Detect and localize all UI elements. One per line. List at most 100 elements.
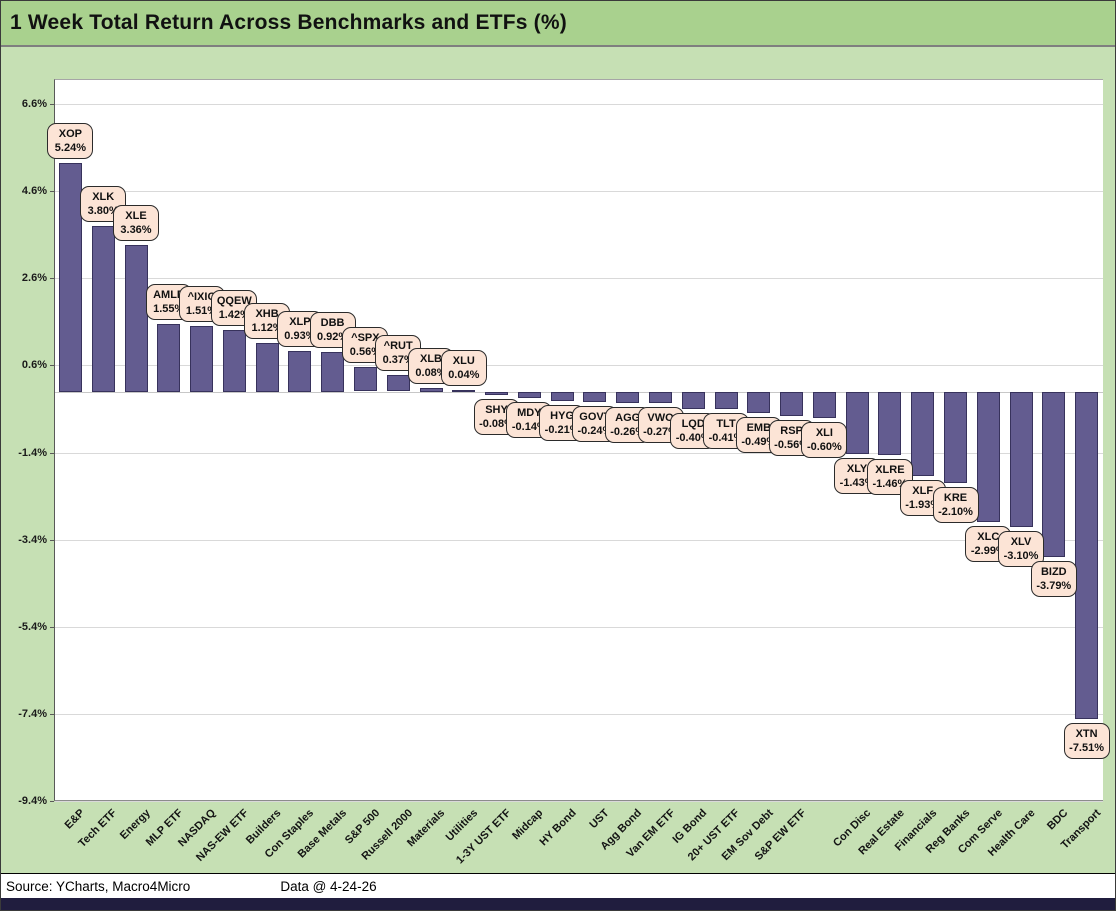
- callout-ticker: AGG: [615, 411, 641, 424]
- bar: [649, 391, 672, 404]
- callout-value: 1.42%: [218, 308, 250, 321]
- callout-value: -0.40%: [675, 432, 711, 444]
- callout-ticker: AMLP: [153, 289, 185, 301]
- gridline: [55, 713, 1103, 715]
- callout-value: -0.24%: [577, 425, 613, 437]
- y-axis-tick-mark: [50, 626, 54, 628]
- callout-ticker: XLE: [125, 210, 147, 223]
- gridline: [55, 104, 1103, 105]
- callout-ticker: QQEW: [216, 294, 252, 307]
- callout-value: -3.79%: [1036, 579, 1072, 592]
- callout-value: -1.93%: [905, 498, 941, 511]
- callout-value: 0.56%: [349, 346, 381, 359]
- callout-ticker: ^SPX: [351, 332, 380, 345]
- bar: [812, 391, 836, 418]
- callout-ticker: XLC: [977, 530, 1000, 543]
- callout-ticker: XLU: [452, 354, 475, 367]
- bar: [714, 391, 738, 410]
- callout-ticker: DBB: [320, 316, 345, 329]
- callout-ticker: GOVT: [579, 411, 611, 423]
- callout-value: -0.26%: [610, 425, 646, 438]
- footer-source: Source: YCharts, Macro4Micro: [6, 878, 191, 894]
- callout-ticker: ^RUT: [383, 340, 413, 353]
- footer-date: Data @ 4-24-26: [280, 878, 377, 894]
- callout-ticker: XLP: [289, 316, 311, 328]
- data-label-callout: XLK 3.80%: [80, 186, 127, 222]
- callout-value: 0.93%: [284, 330, 316, 342]
- y-axis-tick-mark: [50, 452, 54, 454]
- callout-value: -0.49%: [741, 435, 777, 448]
- footer: Source: YCharts, Macro4Micro Data @ 4-24…: [1, 873, 1115, 898]
- bar: [550, 391, 574, 401]
- bar: [190, 325, 213, 392]
- data-label-callout: KRE -2.10%: [932, 487, 979, 523]
- gridline: [55, 278, 1103, 280]
- callout-ticker: XLV: [1010, 535, 1032, 548]
- callout-ticker: HYG: [550, 409, 575, 422]
- callout-ticker: XOP: [58, 128, 82, 141]
- x-axis-category-label: E&P: [62, 807, 87, 832]
- bottom-bar: [1, 898, 1115, 910]
- bar: [517, 391, 541, 398]
- callout-value: -0.41%: [708, 432, 744, 445]
- bar: [976, 391, 1000, 522]
- y-axis-tick-mark: [50, 191, 54, 193]
- bar: [616, 391, 640, 403]
- bar: [386, 375, 410, 392]
- callout-value: -0.60%: [806, 440, 842, 453]
- y-axis-tick-mark: [50, 801, 54, 802]
- callout-ticker: BIZD: [1040, 565, 1067, 578]
- callout-value: -3.10%: [1003, 549, 1039, 562]
- data-label-callout: XTN -7.51%: [1063, 722, 1110, 759]
- bar: [944, 391, 967, 483]
- y-axis-tick-mark: [50, 539, 54, 541]
- callout-value: -7.51%: [1069, 741, 1105, 754]
- y-axis-tick-mark: [50, 278, 54, 280]
- zero-axis-line: [55, 391, 1103, 393]
- bar: [747, 391, 771, 413]
- y-axis-tick-mark: [50, 365, 54, 367]
- data-label-callout: XLI -0.60%: [801, 421, 848, 458]
- y-axis-tick-label: 2.6%: [21, 272, 47, 285]
- gridline: [55, 626, 1103, 628]
- bar: [911, 391, 935, 476]
- y-axis-tick-label: -3.4%: [18, 533, 47, 546]
- bar: [58, 163, 82, 392]
- callout-ticker: ^IXIC: [187, 290, 216, 303]
- callout-ticker: XLB: [420, 353, 442, 366]
- callout-ticker: XTN: [1075, 727, 1098, 740]
- callout-value: -0.14%: [511, 420, 547, 433]
- gridline: [55, 801, 1103, 802]
- x-axis-category-label: BDC: [1044, 807, 1071, 833]
- data-label-callout: XLU 0.04%: [440, 349, 487, 386]
- y-axis-tick-mark: [50, 104, 54, 105]
- bar: [452, 389, 476, 392]
- bar: [255, 342, 279, 392]
- callout-value: 3.80%: [87, 205, 119, 217]
- bar: [91, 226, 115, 392]
- bar: [1075, 391, 1099, 719]
- callout-value: -0.21%: [544, 423, 580, 436]
- page-title: 1 Week Total Return Across Benchmarks an…: [10, 11, 567, 34]
- callout-ticker: LQD: [681, 418, 705, 430]
- callout-ticker: XLK: [92, 191, 115, 203]
- gridline: [55, 539, 1103, 541]
- callout-ticker: XLY: [846, 462, 868, 475]
- data-label-callout: XLE 3.36%: [113, 205, 159, 242]
- bar: [780, 391, 804, 416]
- callout-ticker: EMB: [746, 421, 772, 434]
- callout-ticker: XLRE: [875, 464, 905, 477]
- callout-value: 0.04%: [448, 368, 480, 381]
- bar: [681, 391, 705, 409]
- gridline: [55, 191, 1103, 193]
- callout-ticker: MDY: [517, 406, 542, 419]
- callout-value: -2.99%: [970, 544, 1006, 557]
- callout-value: -1.46%: [872, 478, 908, 491]
- callout-ticker: KRE: [943, 492, 968, 504]
- callout-value: 0.92%: [316, 330, 349, 343]
- chart-area: 6.6% 4.6% 2.6% 0.6% -1.4% -3.4% -5.4% -7.4% -9.4…: [1, 49, 1115, 873]
- callout-ticker: XHB: [255, 307, 279, 320]
- callout-ticker: RSP: [780, 424, 803, 437]
- callout-value: 0.37%: [382, 354, 414, 367]
